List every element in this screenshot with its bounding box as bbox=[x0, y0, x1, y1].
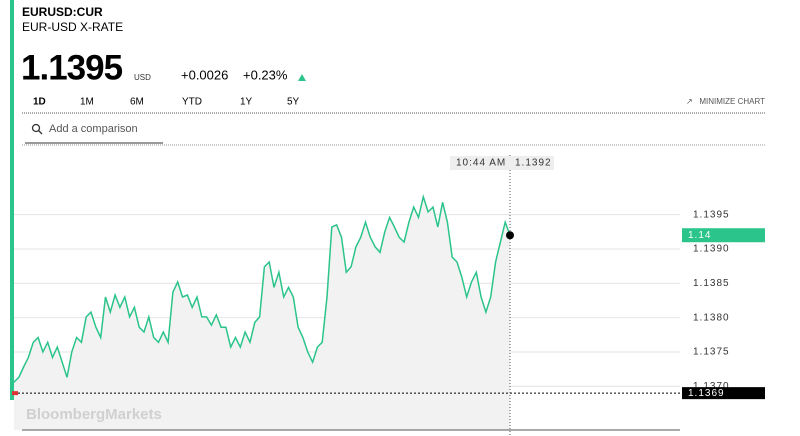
last-value-box bbox=[682, 228, 765, 243]
search-icon bbox=[38, 130, 43, 135]
area bbox=[14, 196, 510, 430]
minimize-chart[interactable]: MINIMIZE CHART bbox=[699, 97, 765, 106]
change: +0.0026 bbox=[181, 67, 228, 82]
name: EUR-USD X-RATE bbox=[22, 20, 123, 34]
crosshair-box bbox=[450, 156, 554, 170]
crosshair-time: 10:44 AM bbox=[456, 158, 506, 169]
y-tick-label: 1.1385 bbox=[693, 278, 730, 289]
search-icon bbox=[31, 123, 41, 133]
tab[interactable]: 6M bbox=[130, 97, 144, 108]
crosshair-value: 1.1392 bbox=[515, 158, 552, 169]
price: 1.1395 bbox=[21, 48, 123, 87]
last-value-label: 1.14 bbox=[688, 230, 711, 241]
start-marker bbox=[12, 391, 18, 396]
tab[interactable]: 1M bbox=[80, 97, 94, 108]
symbol: EURUSD:CUR bbox=[22, 5, 103, 19]
tab[interactable]: 1D bbox=[33, 97, 46, 108]
tab[interactable]: YTD bbox=[182, 97, 202, 108]
search-input[interactable]: Add a comparison bbox=[49, 123, 138, 135]
up-arrow bbox=[298, 74, 306, 81]
tab[interactable]: 1Y bbox=[240, 97, 253, 108]
y-tick-label: 1.1375 bbox=[693, 347, 730, 358]
y-tick-label: 1.1370 bbox=[693, 381, 730, 392]
y-tick-label: 1.1390 bbox=[693, 244, 730, 255]
change-pct: +0.23% bbox=[243, 67, 288, 82]
minimize-icon[interactable]: ↗ bbox=[686, 97, 693, 106]
plot: 1.13951.13901.13851.13801.13751.13701.13… bbox=[12, 155, 765, 436]
watermark: BloombergMarkets bbox=[26, 406, 162, 423]
tab[interactable]: 5Y bbox=[287, 97, 300, 108]
y-tick-label: 1.1380 bbox=[693, 312, 730, 323]
line bbox=[13, 193, 511, 383]
previous-close-box bbox=[682, 387, 765, 400]
y-tick-label: 1.1395 bbox=[693, 209, 730, 220]
tabs: 1D 1M 6M YTD 1Y 5Y bbox=[33, 97, 300, 108]
accent-bar bbox=[10, 0, 14, 400]
currency: USD bbox=[134, 73, 151, 82]
previous-close-label: 1.1369 bbox=[688, 388, 725, 399]
crosshair-dot bbox=[506, 231, 514, 240]
